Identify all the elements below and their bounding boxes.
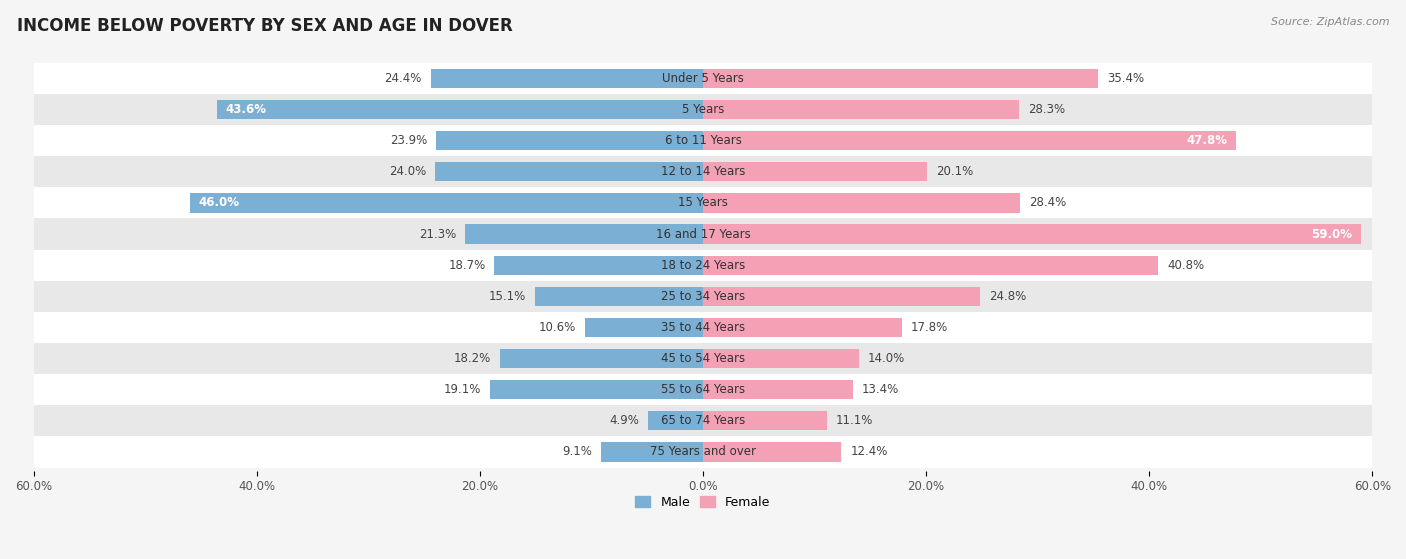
Legend: Male, Female: Male, Female: [630, 491, 776, 514]
Bar: [217, 100, 703, 119]
Text: 18 to 24 Years: 18 to 24 Years: [661, 259, 745, 272]
Bar: [703, 287, 980, 306]
Text: 24.0%: 24.0%: [389, 165, 426, 178]
Text: 40.8%: 40.8%: [1167, 259, 1205, 272]
Text: 45 to 54 Years: 45 to 54 Years: [661, 352, 745, 365]
Text: 9.1%: 9.1%: [562, 446, 592, 458]
Bar: [703, 442, 841, 462]
Bar: [489, 380, 703, 399]
Text: 15 Years: 15 Years: [678, 196, 728, 210]
Text: 43.6%: 43.6%: [225, 103, 267, 116]
Text: 46.0%: 46.0%: [198, 196, 239, 210]
Bar: [34, 219, 1372, 250]
Bar: [585, 318, 703, 337]
Bar: [703, 349, 859, 368]
Text: Source: ZipAtlas.com: Source: ZipAtlas.com: [1271, 17, 1389, 27]
Bar: [430, 69, 703, 88]
Bar: [703, 318, 901, 337]
Text: 15.1%: 15.1%: [488, 290, 526, 303]
Bar: [34, 281, 1372, 312]
Bar: [34, 63, 1372, 94]
Bar: [703, 69, 1098, 88]
Text: 59.0%: 59.0%: [1312, 228, 1353, 240]
Text: 35 to 44 Years: 35 to 44 Years: [661, 321, 745, 334]
Text: 24.8%: 24.8%: [988, 290, 1026, 303]
Bar: [703, 100, 1019, 119]
Bar: [436, 131, 703, 150]
Text: 28.4%: 28.4%: [1029, 196, 1066, 210]
Text: 20.1%: 20.1%: [936, 165, 973, 178]
Bar: [703, 411, 827, 430]
Text: 75 Years and over: 75 Years and over: [650, 446, 756, 458]
Bar: [34, 437, 1372, 467]
Text: 55 to 64 Years: 55 to 64 Years: [661, 383, 745, 396]
Text: 13.4%: 13.4%: [862, 383, 898, 396]
Text: Under 5 Years: Under 5 Years: [662, 72, 744, 85]
Text: 10.6%: 10.6%: [538, 321, 576, 334]
Bar: [34, 156, 1372, 187]
Bar: [34, 312, 1372, 343]
Bar: [34, 374, 1372, 405]
Bar: [703, 380, 852, 399]
Text: 12.4%: 12.4%: [851, 446, 887, 458]
Text: 17.8%: 17.8%: [911, 321, 948, 334]
Bar: [703, 224, 1361, 244]
Text: 18.2%: 18.2%: [454, 352, 491, 365]
Text: 35.4%: 35.4%: [1107, 72, 1144, 85]
Text: 18.7%: 18.7%: [449, 259, 485, 272]
Text: 16 and 17 Years: 16 and 17 Years: [655, 228, 751, 240]
Text: 47.8%: 47.8%: [1187, 134, 1227, 147]
Text: 19.1%: 19.1%: [444, 383, 481, 396]
Text: 11.1%: 11.1%: [835, 414, 873, 427]
Bar: [703, 255, 1159, 275]
Text: 4.9%: 4.9%: [610, 414, 640, 427]
Text: INCOME BELOW POVERTY BY SEX AND AGE IN DOVER: INCOME BELOW POVERTY BY SEX AND AGE IN D…: [17, 17, 513, 35]
Text: 5 Years: 5 Years: [682, 103, 724, 116]
Text: 14.0%: 14.0%: [868, 352, 905, 365]
Text: 28.3%: 28.3%: [1028, 103, 1064, 116]
Bar: [703, 193, 1019, 212]
Text: 12 to 14 Years: 12 to 14 Years: [661, 165, 745, 178]
Bar: [34, 94, 1372, 125]
Bar: [602, 442, 703, 462]
Text: 21.3%: 21.3%: [419, 228, 457, 240]
Bar: [534, 287, 703, 306]
Bar: [648, 411, 703, 430]
Bar: [34, 250, 1372, 281]
Bar: [495, 255, 703, 275]
Text: 6 to 11 Years: 6 to 11 Years: [665, 134, 741, 147]
Text: 23.9%: 23.9%: [389, 134, 427, 147]
Bar: [34, 187, 1372, 219]
Text: 24.4%: 24.4%: [384, 72, 422, 85]
Text: 65 to 74 Years: 65 to 74 Years: [661, 414, 745, 427]
Bar: [436, 162, 703, 182]
Bar: [190, 193, 703, 212]
Bar: [501, 349, 703, 368]
Bar: [34, 125, 1372, 156]
Bar: [34, 343, 1372, 374]
Text: 25 to 34 Years: 25 to 34 Years: [661, 290, 745, 303]
Bar: [34, 405, 1372, 437]
Bar: [703, 162, 928, 182]
Bar: [465, 224, 703, 244]
Bar: [703, 131, 1236, 150]
